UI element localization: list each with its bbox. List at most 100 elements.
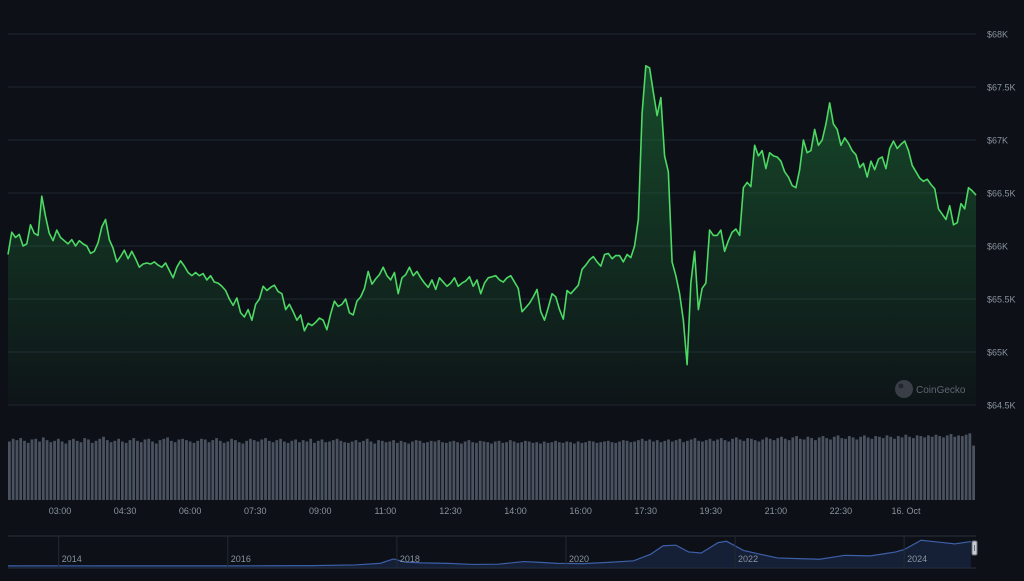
volume-bar xyxy=(889,436,893,500)
volume-bar xyxy=(290,440,294,500)
volume-bar xyxy=(968,433,972,500)
volume-bar xyxy=(731,438,734,500)
volume-bar xyxy=(407,443,411,500)
volume-bar xyxy=(904,434,908,500)
volume-bar xyxy=(712,440,716,500)
volume-bar xyxy=(26,442,30,500)
volume-bar xyxy=(942,437,945,500)
volume-bar xyxy=(708,438,712,500)
volume-bar xyxy=(475,442,478,500)
volume-bar xyxy=(625,440,629,500)
y-tick-label: $65K xyxy=(987,348,1008,358)
x-axis: 03:00 04:30 06:00 07:30 09:00 11:00 12:30 14:00… xyxy=(49,506,921,516)
x-tick-label: 14:00 xyxy=(504,506,527,516)
volume-bar xyxy=(810,438,814,500)
price-area-fill xyxy=(8,65,976,406)
volume-bar xyxy=(572,443,576,500)
volume-bar xyxy=(648,439,652,500)
volume-bar xyxy=(233,440,237,500)
volume-bar xyxy=(45,440,49,500)
volume-bar xyxy=(701,441,704,500)
volume-bar xyxy=(60,441,64,500)
x-tick-label: 11:00 xyxy=(374,506,396,516)
volume-bar xyxy=(561,442,565,500)
volume-bar xyxy=(222,442,226,500)
volume-bar xyxy=(840,438,844,500)
volume-bar xyxy=(938,436,942,500)
volume-bar xyxy=(471,442,475,500)
x-tick-label: 16. Oct xyxy=(891,506,921,516)
volume-bar xyxy=(467,440,471,500)
x-tick-label: 12:30 xyxy=(439,506,462,516)
volume-bar xyxy=(256,441,260,500)
volume-bar xyxy=(143,439,147,500)
volume-bar xyxy=(414,440,418,500)
volume-bar xyxy=(734,437,738,500)
volume-bar xyxy=(791,437,795,500)
volume-bar xyxy=(459,443,463,500)
volume-bar xyxy=(34,438,38,500)
volume-bar xyxy=(637,440,640,500)
volume-bar xyxy=(200,438,203,500)
volume-bar xyxy=(851,437,855,500)
range-navigator[interactable]: 2014 2016 2018 2020 2022 2024 xyxy=(7,535,978,569)
volume-bar xyxy=(719,438,723,500)
volume-bar xyxy=(663,440,667,500)
volume-bar xyxy=(554,440,557,500)
volume-bar xyxy=(614,442,618,500)
volume-bar xyxy=(915,435,919,500)
y-tick-label: $66.5K xyxy=(987,189,1016,199)
volume-bar xyxy=(358,442,362,500)
volume-bar xyxy=(418,440,422,500)
volume-bar xyxy=(252,440,256,500)
volume-bar xyxy=(644,440,648,500)
volume-bar xyxy=(765,437,768,500)
price-area xyxy=(7,65,977,406)
volume-bar xyxy=(181,438,185,500)
volume-bar xyxy=(380,440,384,500)
volume-bar xyxy=(742,440,746,500)
volume-bar xyxy=(847,436,851,500)
volume-bar xyxy=(328,441,331,500)
volume-bars xyxy=(8,433,975,500)
volume-bar xyxy=(870,438,874,500)
volume-bar xyxy=(957,435,960,500)
volume-bar xyxy=(23,440,26,500)
volume-bar xyxy=(900,437,904,500)
volume-bar xyxy=(716,439,719,500)
volume-bar xyxy=(64,443,68,500)
volume-bar xyxy=(693,438,697,500)
volume-bar xyxy=(395,442,399,500)
volume-bar xyxy=(75,440,79,500)
volume-bar xyxy=(859,436,863,500)
volume-bar xyxy=(53,440,56,500)
volume-bar xyxy=(384,442,388,500)
volume-bar xyxy=(783,438,787,500)
volume-bar xyxy=(313,442,316,500)
volume-bar xyxy=(874,436,878,500)
x-tick-label: 09:00 xyxy=(309,506,332,516)
volume-bar xyxy=(102,436,105,500)
volume-bar xyxy=(218,440,222,500)
volume-bar xyxy=(768,438,772,500)
volume-bar xyxy=(934,434,938,500)
volume-bar xyxy=(772,440,776,500)
volume-bar xyxy=(704,440,708,500)
volume-bar xyxy=(241,443,245,500)
volume-bar xyxy=(821,436,825,500)
volume-bar xyxy=(362,440,365,500)
volume-bar xyxy=(527,441,531,500)
volume-bar xyxy=(689,439,693,500)
volume-bar xyxy=(173,442,177,500)
volume-bar xyxy=(271,442,275,500)
volume-bar xyxy=(377,440,380,500)
volume-bar xyxy=(750,438,753,500)
navigator-tick-label: 2024 xyxy=(907,554,927,564)
volume-bar xyxy=(320,439,324,500)
volume-bar xyxy=(685,440,689,500)
volume-bar xyxy=(226,441,230,500)
volume-bar xyxy=(866,437,870,500)
volume-bar xyxy=(282,441,286,500)
volume-bar xyxy=(56,438,60,500)
